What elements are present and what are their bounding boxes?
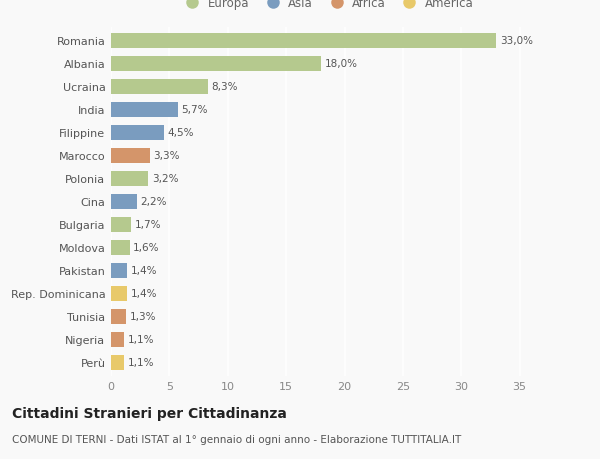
Text: 1,1%: 1,1% (127, 358, 154, 368)
Bar (111, 195, 137, 209)
Text: 2,2%: 2,2% (140, 197, 167, 207)
Text: 8,3%: 8,3% (211, 82, 238, 92)
Bar (111, 355, 124, 370)
Text: 3,2%: 3,2% (152, 174, 178, 184)
Text: 1,7%: 1,7% (134, 220, 161, 230)
Text: 18,0%: 18,0% (325, 59, 358, 69)
Bar (111, 172, 148, 186)
Bar (111, 57, 321, 72)
Text: 3,3%: 3,3% (153, 151, 179, 161)
Text: 1,3%: 1,3% (130, 312, 156, 322)
Bar (111, 218, 131, 232)
Text: 1,4%: 1,4% (131, 289, 157, 299)
Bar (111, 332, 124, 347)
Bar (111, 241, 130, 255)
Text: Cittadini Stranieri per Cittadinanza: Cittadini Stranieri per Cittadinanza (12, 406, 287, 420)
Bar (111, 286, 127, 301)
Legend: Europa, Asia, Africa, America: Europa, Asia, Africa, America (176, 0, 478, 15)
Bar (111, 80, 208, 95)
Text: 4,5%: 4,5% (167, 128, 194, 138)
Text: 33,0%: 33,0% (500, 36, 533, 46)
Text: 1,6%: 1,6% (133, 243, 160, 253)
Bar (111, 103, 178, 118)
Text: 1,1%: 1,1% (127, 335, 154, 345)
Text: 1,4%: 1,4% (131, 266, 157, 276)
Bar (111, 34, 496, 49)
Bar (111, 263, 127, 278)
Bar (111, 126, 164, 140)
Bar (111, 309, 126, 324)
Text: COMUNE DI TERNI - Dati ISTAT al 1° gennaio di ogni anno - Elaborazione TUTTITALI: COMUNE DI TERNI - Dati ISTAT al 1° genna… (12, 434, 461, 444)
Bar (111, 149, 149, 163)
Text: 5,7%: 5,7% (181, 105, 208, 115)
